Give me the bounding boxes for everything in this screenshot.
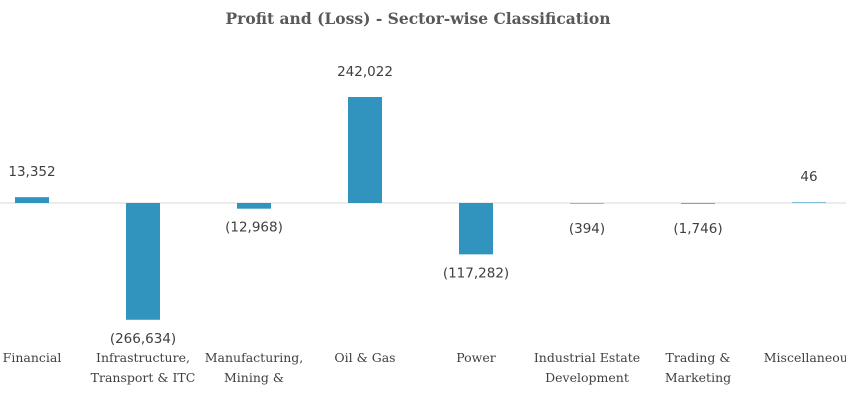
- data-labels: 13,352 (266,634) (12,968) 242,022 (117,282) (…: [8, 64, 817, 347]
- category-label-5: Industrial Estate Development: [534, 350, 640, 385]
- category-label-6: Trading & Marketing: [665, 350, 731, 385]
- category-label-3: Oil & Gas: [334, 350, 395, 365]
- category-label-7: Miscellaneous: [764, 350, 846, 365]
- category-label-5-line-1: Development: [545, 370, 629, 385]
- category-label-2-line-1: Mining &: [224, 370, 284, 385]
- category-label-6-line-1: Marketing: [665, 370, 731, 385]
- category-label-4-line-0: Power: [456, 350, 496, 365]
- bar-3: [348, 97, 382, 203]
- category-label-5-line-0: Industrial Estate: [534, 350, 640, 365]
- data-label-4: (117,282): [443, 265, 509, 281]
- data-label-6: (1,746): [673, 221, 722, 237]
- chart-title: Profit and (Loss) - Sector-wise Classifi…: [226, 9, 611, 28]
- bars: [15, 97, 826, 320]
- category-label-2: Manufacturing, Mining &: [205, 350, 304, 385]
- data-label-5: (394): [569, 221, 605, 237]
- category-label-6-line-0: Trading &: [666, 350, 731, 365]
- data-label-0: 13,352: [8, 164, 55, 180]
- bar-1: [126, 203, 160, 320]
- category-label-0: Financial: [3, 350, 62, 365]
- bar-7: [792, 202, 826, 203]
- category-label-1-line-1: Transport & ITC: [91, 370, 196, 385]
- category-label-3-line-0: Oil & Gas: [334, 350, 395, 365]
- data-label-2: (12,968): [225, 220, 283, 236]
- bar-6: [681, 203, 715, 204]
- bar-5: [570, 203, 604, 204]
- category-label-2-line-0: Manufacturing,: [205, 350, 304, 365]
- category-label-4: Power: [456, 350, 496, 365]
- data-label-3: 242,022: [337, 64, 393, 80]
- data-label-7: 46: [800, 169, 817, 185]
- category-labels: Financial Infrastructure, Transport & ITC M…: [3, 350, 846, 385]
- category-label-0-line-0: Financial: [3, 350, 62, 365]
- data-label-1: (266,634): [110, 331, 176, 347]
- category-label-1: Infrastructure, Transport & ITC: [91, 350, 196, 385]
- bar-0: [15, 197, 49, 203]
- bar-4: [459, 203, 493, 255]
- category-label-1-line-0: Infrastructure,: [96, 350, 190, 365]
- bar-2: [237, 203, 271, 209]
- category-label-7-line-0: Miscellaneous: [764, 350, 846, 365]
